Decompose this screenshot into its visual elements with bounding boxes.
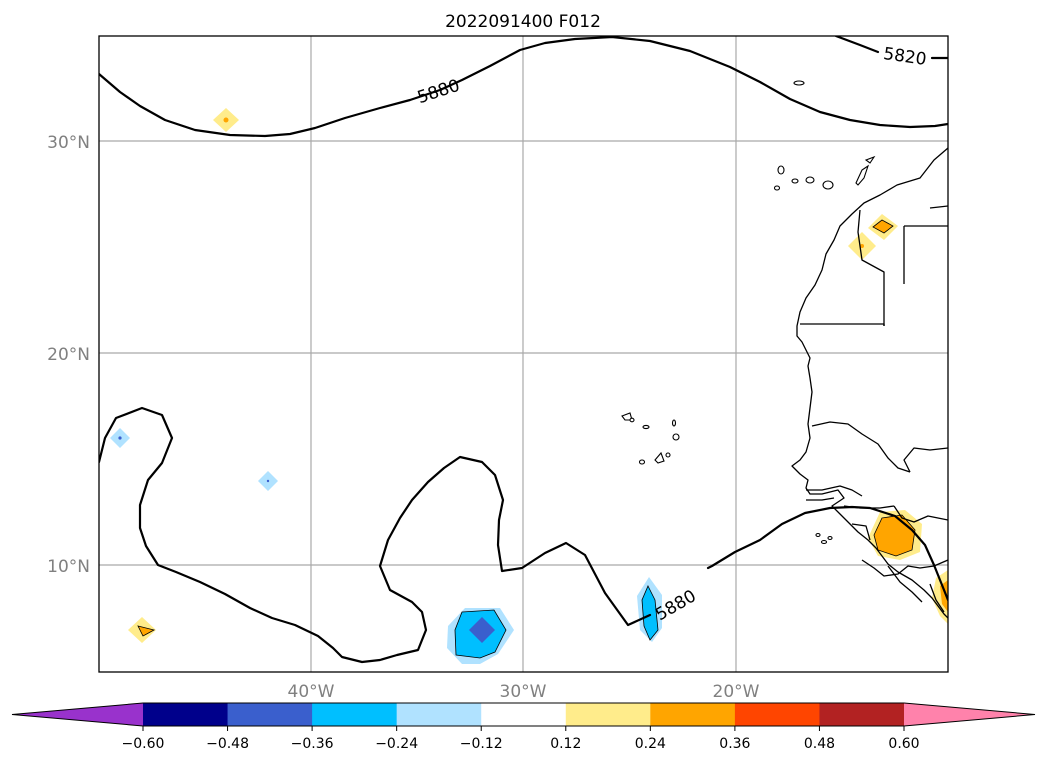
colorbar: −0.60 −0.48 −0.36 −0.24 −0.12 0.12 0.24 0.36 0.4… — [11, 702, 1036, 752]
colorbar-tick-label: 0.48 — [804, 736, 835, 752]
colorbar-tick-label: −0.12 — [460, 736, 503, 752]
graticule — [99, 36, 948, 672]
lat-label: 30°N — [47, 133, 90, 153]
colorbar-segment — [650, 703, 736, 726]
map-title: 2022091400 F012 — [445, 12, 601, 32]
contour-5880-south — [99, 406, 652, 664]
colorbar-tick-label: −0.48 — [206, 736, 249, 752]
lon-label: 40°W — [288, 682, 335, 702]
lat-label: 20°N — [47, 345, 90, 365]
height-contours — [99, 36, 948, 664]
colorbar-tick-label: 0.60 — [888, 736, 919, 752]
colorbar-segment — [227, 703, 313, 726]
colorbar-tick-label: 0.12 — [550, 736, 581, 752]
map-area: 5880 5880 5820 — [99, 36, 948, 672]
lon-label: 20°W — [713, 682, 760, 702]
islands — [621, 80, 876, 545]
colorbar-segment — [565, 703, 651, 726]
colorbar-extend-low — [12, 703, 143, 726]
colorbar-segment — [481, 703, 567, 726]
colorbar-segment — [143, 703, 229, 726]
colorbar-segment — [396, 703, 482, 726]
lon-label: 30°W — [500, 682, 547, 702]
colorbar-tick-label: 0.24 — [635, 736, 666, 752]
colorbar-tick-label: −0.36 — [291, 736, 334, 752]
contour-5820 — [834, 36, 948, 60]
contour-5880-north — [99, 36, 948, 138]
lat-label: 10°N — [47, 557, 90, 577]
anomaly-shading — [110, 108, 948, 664]
colorbar-segment — [819, 703, 905, 726]
colorbar-segment — [734, 703, 820, 726]
colorbar-tick-label: −0.24 — [375, 736, 418, 752]
colorbar-segment — [312, 703, 398, 726]
colorbar-tick-label: −0.60 — [122, 736, 165, 752]
map-frame — [98, 35, 949, 673]
coastlines — [791, 147, 948, 619]
colorbar-tick-label: 0.36 — [719, 736, 750, 752]
colorbar-extend-high — [904, 703, 1035, 726]
